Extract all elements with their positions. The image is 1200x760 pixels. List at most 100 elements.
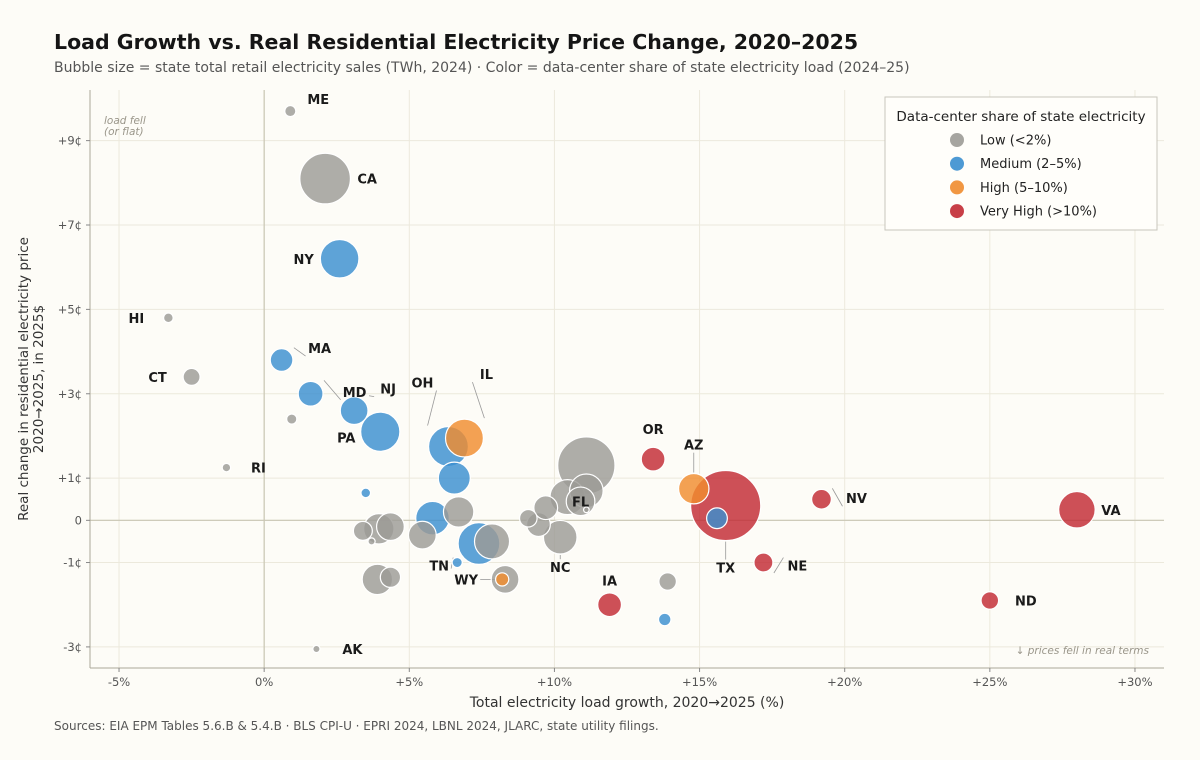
- state-label-pa: PA: [337, 432, 355, 447]
- bubble[interactable]: [658, 572, 678, 591]
- bubble[interactable]: [367, 537, 376, 546]
- bubble-ne[interactable]: [753, 552, 774, 573]
- state-label-me: ME: [307, 93, 329, 108]
- load-fell-note: load fell (or flat): [104, 115, 146, 138]
- state-label-nd: ND: [1015, 594, 1037, 609]
- bubble-ma[interactable]: [269, 348, 294, 372]
- y-tick-label: +1¢: [58, 471, 82, 485]
- bubble[interactable]: [437, 461, 471, 495]
- bubble-nc[interactable]: [542, 519, 578, 555]
- x-tick-label: +20%: [827, 675, 862, 689]
- state-label-fl: FL: [572, 495, 589, 510]
- axes: -5% 0% +5% +10% +15% +20% +25% +30% -3¢ -1¢ 0 +1¢ +3…: [16, 90, 1164, 711]
- x-tick-label: +25%: [972, 675, 1007, 689]
- bubble-ia[interactable]: [597, 592, 623, 618]
- state-label-ia: IA: [602, 575, 617, 590]
- x-tick-label: 0%: [255, 675, 273, 689]
- bubble-nv[interactable]: [811, 488, 832, 510]
- chart-title: Load Growth vs. Real Residential Electri…: [54, 30, 859, 54]
- state-label-nc: NC: [550, 561, 570, 576]
- bubble[interactable]: [286, 413, 298, 425]
- bubble[interactable]: [582, 506, 590, 514]
- bubble[interactable]: [407, 520, 437, 550]
- annotations: load fell (or flat) ↓ prices fell in real …: [104, 115, 1150, 657]
- bubble[interactable]: [379, 566, 402, 589]
- prices-fell-note: ↓ prices fell in real terms: [1016, 645, 1150, 657]
- bubble-nd[interactable]: [980, 591, 1000, 610]
- leader-line: [427, 390, 437, 426]
- state-label-ma: MA: [308, 342, 331, 357]
- bubble-va[interactable]: [1058, 490, 1096, 529]
- bubble-nj[interactable]: [339, 396, 369, 426]
- bubble[interactable]: [518, 508, 538, 528]
- sources-note: Sources: EIA EPM Tables 5.6.B & 5.4.B · …: [54, 719, 659, 733]
- bubble-hi[interactable]: [162, 312, 174, 324]
- bubble[interactable]: [352, 520, 373, 541]
- bubble[interactable]: [375, 512, 405, 542]
- bubble-ct[interactable]: [182, 367, 201, 386]
- legend: Data-center share of state electricity Lo…: [884, 96, 1158, 231]
- leader-line: [368, 395, 375, 398]
- state-label-nj: NJ: [380, 383, 396, 398]
- legend-label-medium: Medium (2–5%): [980, 157, 1082, 172]
- grid-lines: [90, 90, 1164, 668]
- x-tick-label: +10%: [537, 675, 572, 689]
- x-tick-label: -5%: [108, 675, 130, 689]
- legend-box: [884, 96, 1158, 231]
- x-axis-label: Total electricity load growth, 2020→2025…: [469, 695, 785, 711]
- state-label-md: MD: [343, 386, 367, 401]
- bubble[interactable]: [473, 523, 511, 560]
- x-tick-label: +30%: [1117, 675, 1152, 689]
- bubble[interactable]: [360, 487, 372, 499]
- bubble-ny[interactable]: [319, 238, 360, 279]
- bubble-wy[interactable]: [494, 572, 510, 587]
- state-label-ny: NY: [293, 253, 314, 268]
- bubble-il[interactable]: [444, 418, 484, 458]
- legend-swatch-low: [950, 133, 964, 147]
- bubble-az[interactable]: [677, 472, 710, 505]
- y-axis-label: Real change in residential electricity p…: [16, 237, 47, 521]
- legend-title: Data-center share of state electricity: [896, 109, 1145, 125]
- bubble-tn[interactable]: [451, 556, 463, 569]
- bubble[interactable]: [706, 507, 728, 530]
- chart-subtitle: Bubble size = state total retail electri…: [54, 60, 910, 76]
- bubble[interactable]: [442, 496, 475, 528]
- bubbles[interactable]: [162, 104, 1096, 654]
- legend-label-very_high: Very High (>10%): [980, 205, 1097, 220]
- bubble[interactable]: [533, 495, 559, 521]
- y-tick-label: +3¢: [58, 387, 82, 401]
- leader-line: [831, 488, 843, 507]
- bubble-ri[interactable]: [221, 462, 232, 473]
- x-tick-label: +15%: [682, 675, 717, 689]
- state-label-ne: NE: [788, 560, 808, 575]
- state-label-ct: CT: [148, 371, 167, 386]
- state-label-nv: NV: [846, 492, 867, 507]
- bubble-or[interactable]: [640, 446, 666, 472]
- y-tick-label: 0: [75, 513, 82, 527]
- legend-swatch-high: [950, 180, 964, 195]
- state-label-tx: TX: [716, 562, 735, 577]
- bubble-md[interactable]: [297, 380, 324, 407]
- leader-line: [773, 557, 784, 574]
- bubble-ca[interactable]: [299, 152, 352, 205]
- state-label-ri: RI: [251, 462, 266, 477]
- state-labels: ME CA NY HI MA CT MD NJ PA OH IL RI TN WY NC FL OR AZ TX NV…: [129, 93, 1121, 658]
- y-tick-label: +7¢: [58, 218, 82, 232]
- legend-swatch-very_high: [950, 204, 964, 219]
- bubble-me[interactable]: [284, 104, 297, 118]
- y-tick-label: -1¢: [63, 556, 82, 570]
- bubble-pa[interactable]: [360, 411, 401, 452]
- y-tick-label: +5¢: [58, 302, 82, 316]
- x-tick-label: +5%: [395, 675, 423, 689]
- bubble[interactable]: [657, 612, 672, 627]
- legend-label-high: High (5–10%): [980, 181, 1068, 196]
- state-label-hi: HI: [129, 312, 145, 327]
- state-label-va: VA: [1101, 504, 1120, 519]
- bubble-ak[interactable]: [312, 644, 321, 654]
- label-leader-lines: [293, 347, 843, 580]
- state-label-ca: CA: [357, 173, 377, 188]
- legend-label-low: Low (<2%): [980, 134, 1051, 149]
- legend-swatch-medium: [950, 156, 964, 171]
- y-tick-label: -3¢: [63, 640, 82, 654]
